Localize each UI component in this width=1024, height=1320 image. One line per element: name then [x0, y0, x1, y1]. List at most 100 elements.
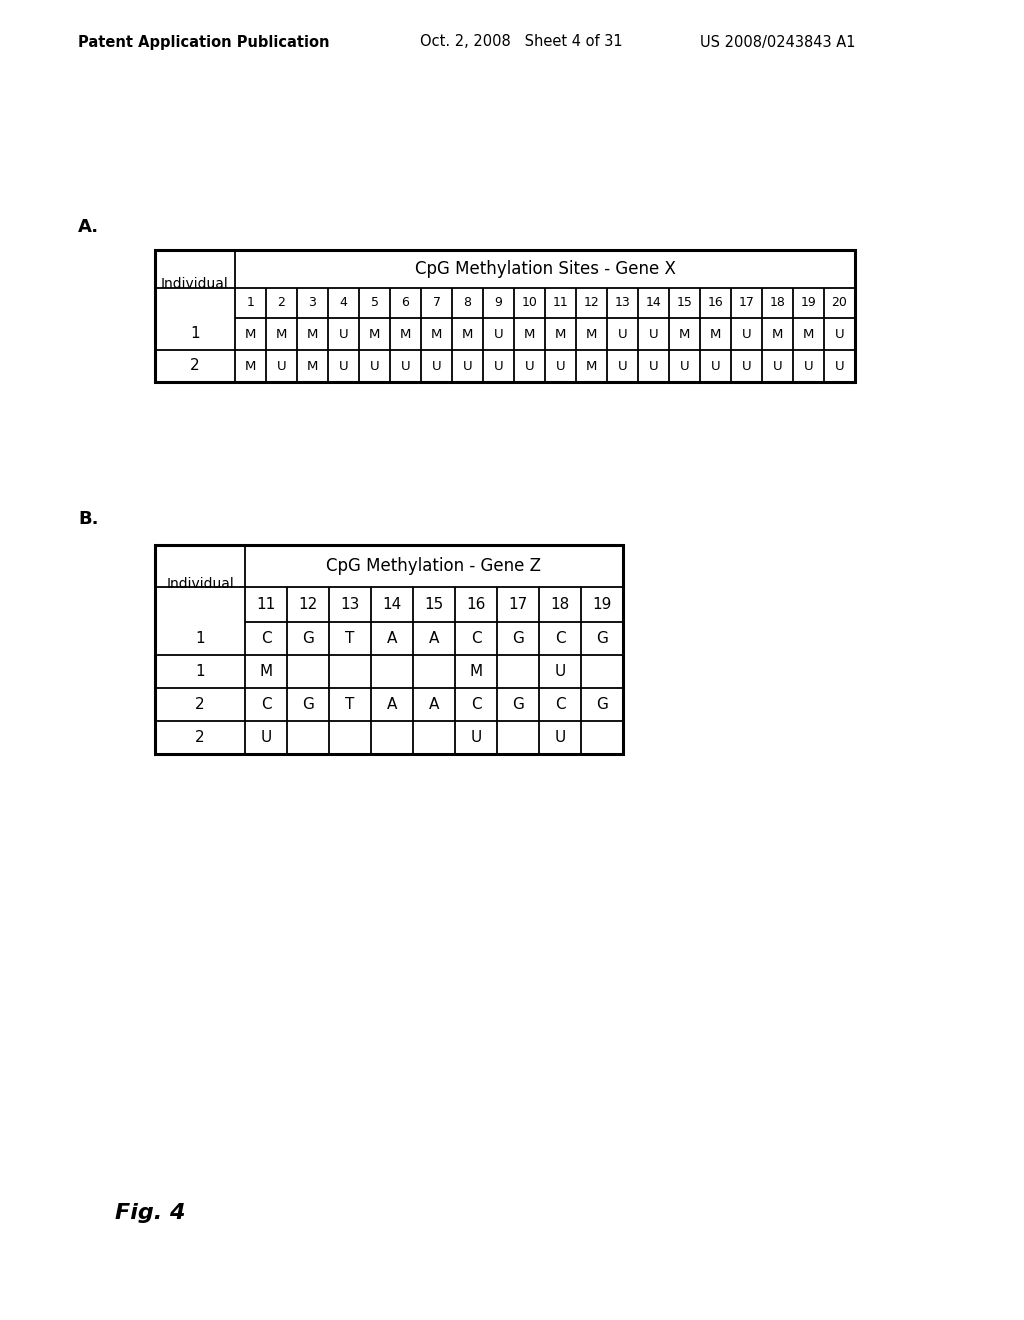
Text: U: U	[260, 730, 271, 744]
Text: A.: A.	[78, 218, 99, 236]
Text: 15: 15	[424, 597, 443, 612]
Text: 16: 16	[466, 597, 485, 612]
Text: U: U	[470, 730, 481, 744]
Text: 14: 14	[382, 597, 401, 612]
Text: U: U	[804, 359, 813, 372]
Text: M: M	[469, 664, 482, 678]
Text: CpG Methylation - Gene Z: CpG Methylation - Gene Z	[327, 557, 542, 576]
Text: 1: 1	[247, 297, 254, 309]
Text: U: U	[711, 359, 720, 372]
Text: U: U	[494, 359, 504, 372]
Text: G: G	[596, 631, 608, 645]
Text: U: U	[648, 327, 658, 341]
Text: G: G	[302, 697, 314, 711]
Text: U: U	[680, 359, 689, 372]
Text: M: M	[586, 327, 597, 341]
Text: M: M	[307, 327, 318, 341]
Text: 11: 11	[256, 597, 275, 612]
Text: M: M	[524, 327, 536, 341]
Text: CpG Methylation Sites - Gene X: CpG Methylation Sites - Gene X	[415, 260, 676, 279]
Text: A: A	[387, 697, 397, 711]
Text: 12: 12	[298, 597, 317, 612]
Text: Fig. 4: Fig. 4	[115, 1203, 185, 1224]
Text: Oct. 2, 2008   Sheet 4 of 31: Oct. 2, 2008 Sheet 4 of 31	[420, 34, 623, 49]
Text: G: G	[512, 631, 524, 645]
Text: A: A	[429, 697, 439, 711]
Text: T: T	[345, 631, 354, 645]
Text: U: U	[556, 359, 565, 372]
Bar	[155, 545, 623, 754]
Text: M: M	[462, 327, 473, 341]
Text: M: M	[710, 327, 721, 341]
Text: U: U	[370, 359, 379, 372]
Text: 2: 2	[278, 297, 286, 309]
Text: 15: 15	[677, 297, 692, 309]
Text: M: M	[586, 359, 597, 372]
Text: U: U	[432, 359, 441, 372]
Text: M: M	[245, 359, 256, 372]
Text: 2: 2	[190, 359, 200, 374]
Text: M: M	[275, 327, 287, 341]
Text: 8: 8	[464, 297, 471, 309]
Text: 10: 10	[521, 297, 538, 309]
Text: U: U	[648, 359, 658, 372]
Text: C: C	[471, 697, 481, 711]
Text: B.: B.	[78, 510, 98, 528]
Text: G: G	[596, 697, 608, 711]
Text: C: C	[261, 697, 271, 711]
Text: C: C	[555, 697, 565, 711]
Text: A: A	[429, 631, 439, 645]
Text: 13: 13	[340, 597, 359, 612]
Text: M: M	[369, 327, 380, 341]
Text: U: U	[773, 359, 782, 372]
Text: 1: 1	[196, 664, 205, 678]
Text: C: C	[261, 631, 271, 645]
Text: 3: 3	[308, 297, 316, 309]
Text: 7: 7	[432, 297, 440, 309]
Text: U: U	[554, 664, 565, 678]
Text: M: M	[679, 327, 690, 341]
Text: M: M	[431, 327, 442, 341]
Text: U: U	[494, 327, 504, 341]
Text: 14: 14	[645, 297, 662, 309]
Text: 17: 17	[738, 297, 755, 309]
Text: 2: 2	[196, 730, 205, 744]
Text: M: M	[307, 359, 318, 372]
Text: 18: 18	[770, 297, 785, 309]
Text: G: G	[512, 697, 524, 711]
Text: 19: 19	[592, 597, 611, 612]
Text: U: U	[400, 359, 411, 372]
Text: G: G	[302, 631, 314, 645]
Text: M: M	[772, 327, 783, 341]
Text: 5: 5	[371, 297, 379, 309]
Text: Individual: Individual	[161, 277, 229, 290]
Text: C: C	[471, 631, 481, 645]
Text: 1: 1	[190, 326, 200, 342]
Text: U: U	[741, 359, 752, 372]
Text: 11: 11	[553, 297, 568, 309]
Text: M: M	[259, 664, 272, 678]
Text: US 2008/0243843 A1: US 2008/0243843 A1	[700, 34, 855, 49]
Text: U: U	[339, 359, 348, 372]
Text: 17: 17	[508, 597, 527, 612]
Text: 13: 13	[614, 297, 631, 309]
Text: U: U	[835, 359, 845, 372]
Text: Individual: Individual	[166, 577, 233, 590]
Text: A: A	[387, 631, 397, 645]
Text: M: M	[555, 327, 566, 341]
Text: 19: 19	[801, 297, 816, 309]
Text: U: U	[554, 730, 565, 744]
Text: U: U	[339, 327, 348, 341]
Text: 12: 12	[584, 297, 599, 309]
Text: 9: 9	[495, 297, 503, 309]
Text: M: M	[803, 327, 814, 341]
Text: C: C	[555, 631, 565, 645]
Text: U: U	[276, 359, 287, 372]
Bar	[155, 249, 855, 381]
Text: U: U	[835, 327, 845, 341]
Text: 6: 6	[401, 297, 410, 309]
Text: U: U	[524, 359, 535, 372]
Text: 20: 20	[831, 297, 848, 309]
Text: U: U	[617, 359, 628, 372]
Text: 4: 4	[340, 297, 347, 309]
